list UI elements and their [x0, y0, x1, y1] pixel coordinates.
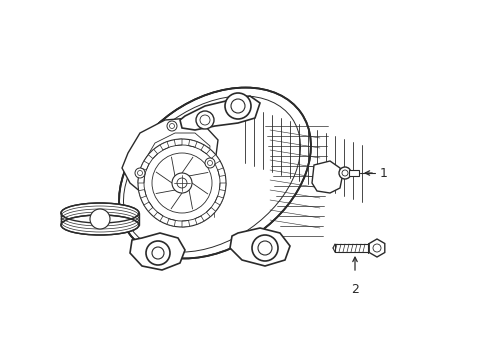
Polygon shape — [160, 141, 169, 150]
Polygon shape — [219, 183, 225, 191]
Polygon shape — [348, 170, 358, 176]
Circle shape — [196, 111, 214, 129]
Polygon shape — [122, 118, 218, 203]
Polygon shape — [130, 233, 184, 270]
Circle shape — [90, 209, 110, 229]
Polygon shape — [211, 155, 220, 164]
Polygon shape — [142, 133, 209, 193]
Polygon shape — [141, 161, 149, 170]
Circle shape — [224, 93, 250, 119]
Polygon shape — [174, 139, 182, 145]
Circle shape — [167, 121, 177, 131]
Polygon shape — [138, 175, 144, 183]
Ellipse shape — [61, 215, 139, 235]
Polygon shape — [182, 220, 189, 227]
Circle shape — [146, 241, 170, 265]
Polygon shape — [148, 149, 157, 158]
Polygon shape — [206, 207, 215, 217]
Circle shape — [172, 173, 192, 193]
Polygon shape — [229, 228, 289, 266]
Polygon shape — [166, 219, 175, 226]
Text: 2: 2 — [350, 283, 358, 296]
Polygon shape — [180, 96, 260, 130]
Circle shape — [251, 235, 278, 261]
Polygon shape — [368, 239, 384, 257]
Polygon shape — [217, 168, 225, 176]
Polygon shape — [153, 212, 163, 221]
Circle shape — [135, 168, 145, 178]
Polygon shape — [201, 145, 210, 154]
Text: 1: 1 — [379, 166, 387, 180]
Polygon shape — [311, 161, 341, 193]
Polygon shape — [143, 202, 153, 211]
Circle shape — [138, 139, 225, 227]
Polygon shape — [195, 216, 203, 224]
Polygon shape — [188, 140, 197, 147]
Circle shape — [338, 167, 350, 179]
Ellipse shape — [61, 203, 139, 223]
Polygon shape — [214, 196, 223, 205]
Polygon shape — [139, 190, 146, 198]
Circle shape — [204, 158, 215, 168]
Ellipse shape — [119, 87, 310, 258]
